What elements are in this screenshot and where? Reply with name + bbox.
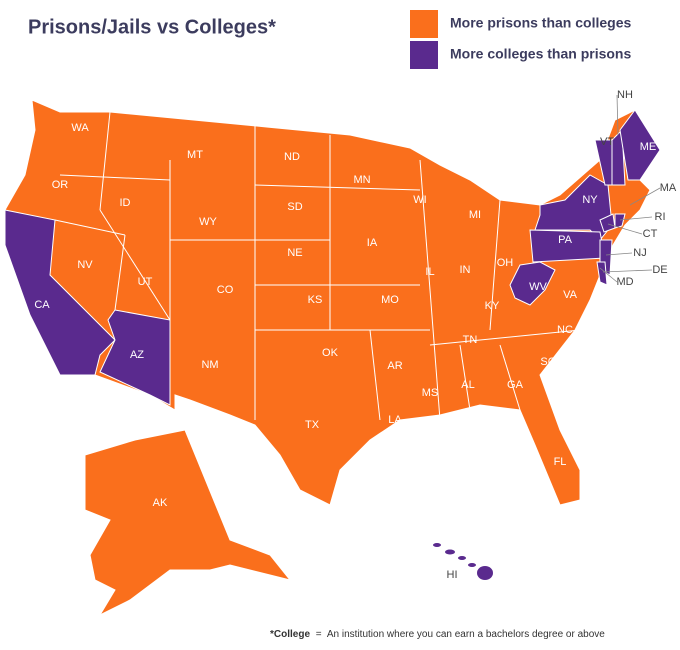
state-label: NJ [633, 247, 646, 259]
state-border [369, 329, 381, 421]
state-shape [509, 261, 556, 306]
state-label: TN [463, 334, 478, 346]
island [445, 549, 455, 555]
state-label: SC [540, 356, 555, 368]
footnote-term: *College [270, 629, 310, 640]
state-label: OH [497, 257, 514, 269]
state-label: NV [77, 259, 93, 271]
state-label: AL [461, 379, 474, 391]
state-label: OK [322, 347, 339, 359]
state-border [99, 111, 111, 211]
state-shape [619, 109, 661, 181]
state-label: CO [217, 284, 234, 296]
state-label: IL [425, 266, 434, 278]
state-border [54, 219, 126, 236]
state-label: CT [643, 228, 658, 240]
title: Prisons/Jails vs Colleges* [28, 16, 276, 38]
state-label: IA [367, 237, 378, 249]
island [477, 566, 493, 580]
leader-line [599, 267, 618, 283]
state-label: MO [381, 294, 399, 306]
state-label: NY [582, 194, 598, 206]
state-label: VT [600, 136, 614, 148]
footnote-separator: = [316, 629, 322, 640]
state-label: AK [153, 497, 168, 509]
state-border [489, 199, 501, 331]
state-label: WA [71, 122, 89, 134]
state-label: NC [557, 324, 573, 336]
state-shape [596, 261, 608, 286]
state-label: AZ [130, 349, 144, 361]
state-label: WV [529, 281, 547, 293]
leader-line [629, 187, 661, 206]
state-label: HI [447, 569, 458, 581]
map: WA OR ID MT WY NV UT CO NM ND SD NE KS OK TX MN IA MO AR LA… [4, 89, 677, 617]
state-border [114, 234, 126, 311]
state-shape [4, 209, 116, 376]
legend-swatch [410, 10, 438, 38]
leader-line [616, 94, 619, 136]
state-border [459, 344, 471, 411]
state-border [99, 209, 171, 321]
state-label: CA [34, 299, 50, 311]
island [433, 543, 441, 547]
state-label: TX [305, 419, 320, 431]
state-label: MI [469, 209, 481, 221]
state-label: ME [640, 141, 657, 153]
leader-line [607, 223, 643, 235]
state-label: NE [287, 247, 302, 259]
land [4, 99, 661, 506]
state-label: MN [353, 174, 370, 186]
state-label: IN [460, 264, 471, 276]
island [468, 563, 476, 567]
footnote-text: An institution where you can earn a bach… [327, 629, 605, 640]
state-label: PA [558, 234, 573, 246]
state-label: RI [655, 211, 666, 223]
state-label: UT [138, 276, 153, 288]
state-border [59, 174, 171, 181]
state-label: AR [387, 360, 402, 372]
state-label: OR [52, 179, 69, 191]
state-label: FL [554, 456, 567, 468]
state-label: KS [308, 294, 323, 306]
leader-line [605, 252, 633, 256]
state-label: MA [660, 182, 677, 194]
state-shape [534, 174, 613, 241]
state-label: VA [563, 289, 578, 301]
state-label: WY [199, 216, 217, 228]
state-label: NH [617, 89, 633, 101]
state-label: ID [120, 197, 131, 209]
state-shape [99, 309, 171, 406]
state-border [499, 344, 521, 411]
island [458, 556, 466, 560]
state-label: SD [287, 201, 302, 213]
legend-label: More prisons than colleges [450, 15, 631, 31]
state-label: NM [201, 359, 218, 371]
state-border [254, 184, 421, 191]
state-label: GA [507, 379, 524, 391]
state-label: ND [284, 151, 300, 163]
state-border [419, 159, 441, 421]
leader-line [619, 216, 653, 221]
state-label: DE [652, 264, 667, 276]
legend-label: More colleges than prisons [450, 46, 631, 62]
state-label: MT [187, 149, 203, 161]
state-label: KY [485, 300, 500, 312]
state-label: MS [422, 387, 439, 399]
state-border [429, 329, 581, 346]
legend-swatch [410, 41, 438, 69]
footnote: *College = An institution where you can … [270, 629, 605, 640]
leader-line [602, 269, 653, 273]
state-label: MD [616, 276, 633, 288]
alaska [84, 429, 292, 617]
state-label: LA [388, 414, 402, 426]
state-shape [614, 213, 626, 229]
state-label: WI [413, 194, 426, 206]
